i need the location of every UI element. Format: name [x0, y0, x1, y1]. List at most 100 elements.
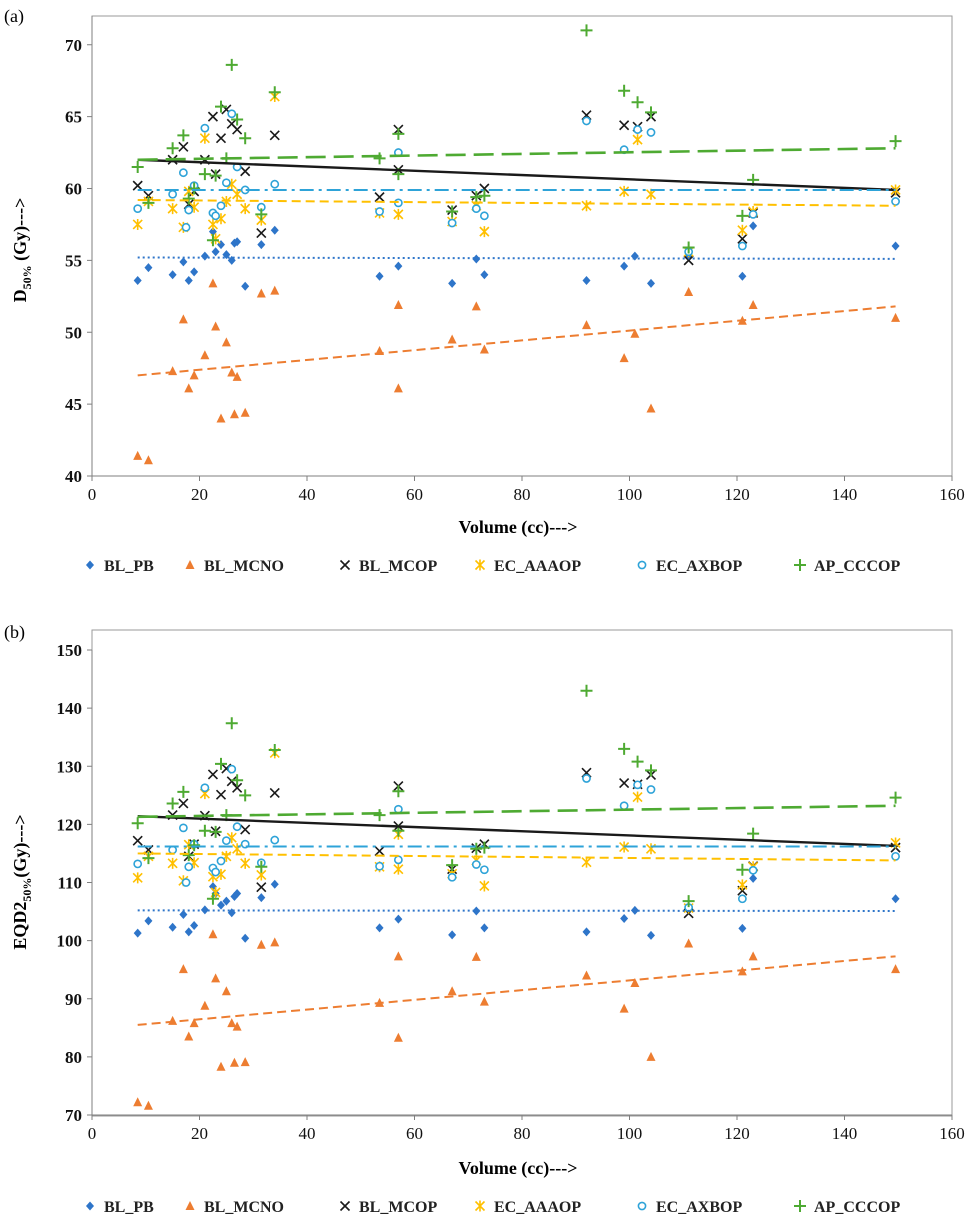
data-point: [737, 233, 748, 244]
legend-marker: [637, 560, 647, 570]
legend-marker: [794, 1200, 806, 1212]
x-tick-label: 160: [939, 1124, 965, 1143]
data-point: [479, 344, 489, 354]
data-point: [184, 276, 193, 285]
data-point: [227, 367, 237, 377]
data-point: [132, 180, 143, 191]
data-point: [211, 867, 221, 877]
data-point: [232, 782, 243, 793]
data-point: [479, 996, 489, 1006]
series-bl-mcno: [133, 278, 901, 465]
data-point: [619, 1003, 629, 1013]
data-point: [211, 211, 221, 221]
data-point: [184, 1031, 194, 1041]
data-point: [738, 923, 747, 933]
data-point: [737, 241, 747, 251]
data-point: [748, 299, 758, 309]
data-point: [167, 203, 178, 215]
legend-marker: [86, 560, 94, 570]
data-point: [619, 778, 630, 789]
data-point: [682, 241, 695, 254]
data-point: [132, 218, 143, 230]
data-point: [738, 271, 747, 281]
data-point: [144, 916, 153, 926]
y-tick-label: 65: [65, 108, 82, 127]
data-point: [166, 142, 179, 155]
data-point: [270, 835, 280, 845]
x-tick-label: 100: [617, 1124, 643, 1143]
data-point: [179, 909, 188, 919]
legend-marker: [185, 1201, 195, 1210]
data-point: [211, 321, 221, 331]
data-point: [630, 328, 640, 338]
series-ap-cccop: [131, 24, 902, 254]
legend-label: BL_PB: [104, 1199, 154, 1216]
data-point: [479, 226, 490, 238]
data-point: [393, 299, 403, 309]
data-point: [133, 1097, 143, 1107]
data-point: [619, 353, 629, 363]
data-point: [227, 764, 237, 774]
y-axis-label-main: EQD2: [10, 902, 30, 950]
y-tick-label: 45: [65, 395, 82, 414]
x-tick-label: 60: [406, 485, 423, 504]
data-point: [645, 106, 657, 119]
y-axis-label-sub: 50%: [20, 265, 34, 289]
data-point: [646, 403, 656, 413]
legend-marker: [474, 1200, 486, 1212]
data-point: [647, 278, 655, 288]
data-point: [168, 189, 178, 199]
x-tick-label: 80: [514, 485, 531, 504]
data-point: [582, 927, 591, 937]
data-point: [240, 857, 251, 869]
y-tick-label: 110: [57, 874, 82, 893]
data-point: [472, 254, 481, 264]
legend-item: EC_AXBOP: [637, 558, 742, 575]
data-point: [190, 921, 199, 931]
panel-b: (b) 0 20 40 60 80 100 120 140 160 70 80 90 100 110 120…: [4, 622, 965, 1216]
data-point: [479, 865, 489, 875]
data-point: [393, 855, 403, 865]
panel-a: (a) 0 20 40 60 80 100 120 140 16040455055606570 …: [4, 6, 965, 575]
data-point: [479, 183, 490, 194]
data-point: [178, 168, 188, 178]
data-point: [229, 409, 239, 419]
data-point: [256, 288, 266, 298]
series-bl-pb: [133, 221, 900, 291]
data-point: [479, 880, 490, 892]
x-axis-label: Volume (cc)--->: [458, 1158, 577, 1179]
data-point: [198, 168, 211, 181]
data-point: [200, 123, 210, 133]
legend-marker: [794, 559, 806, 571]
data-point: [393, 383, 403, 393]
data-point: [268, 743, 281, 756]
data-point: [479, 211, 489, 221]
data-point: [472, 906, 481, 916]
data-point: [255, 208, 268, 221]
legend-item: BL_MCNO: [185, 558, 284, 575]
legend-label: AP_CCCOP: [814, 1199, 900, 1216]
data-point: [257, 240, 266, 250]
data-point: [143, 1100, 153, 1110]
data-point: [471, 301, 481, 311]
data-point: [375, 861, 384, 871]
legend-marker: [86, 1201, 94, 1211]
data-point: [620, 914, 629, 924]
data-point: [166, 797, 179, 810]
data-point: [646, 128, 656, 137]
data-point: [133, 204, 143, 214]
y-tick-label: 140: [57, 699, 83, 718]
data-point: [182, 849, 195, 862]
panel-label: (b): [4, 622, 25, 643]
x-tick-label: 0: [88, 1124, 97, 1143]
series-ap-cccop: [131, 684, 902, 908]
x-tick-label: 120: [724, 485, 750, 504]
legend-item: BL_MCOP: [339, 1199, 437, 1216]
data-point: [240, 824, 251, 835]
data-point: [231, 774, 244, 787]
legend-item: BL_PB: [86, 558, 154, 575]
data-point: [270, 179, 280, 189]
legend-label: BL_MCOP: [359, 1199, 437, 1216]
data-point: [447, 986, 457, 996]
data-point: [619, 801, 629, 811]
